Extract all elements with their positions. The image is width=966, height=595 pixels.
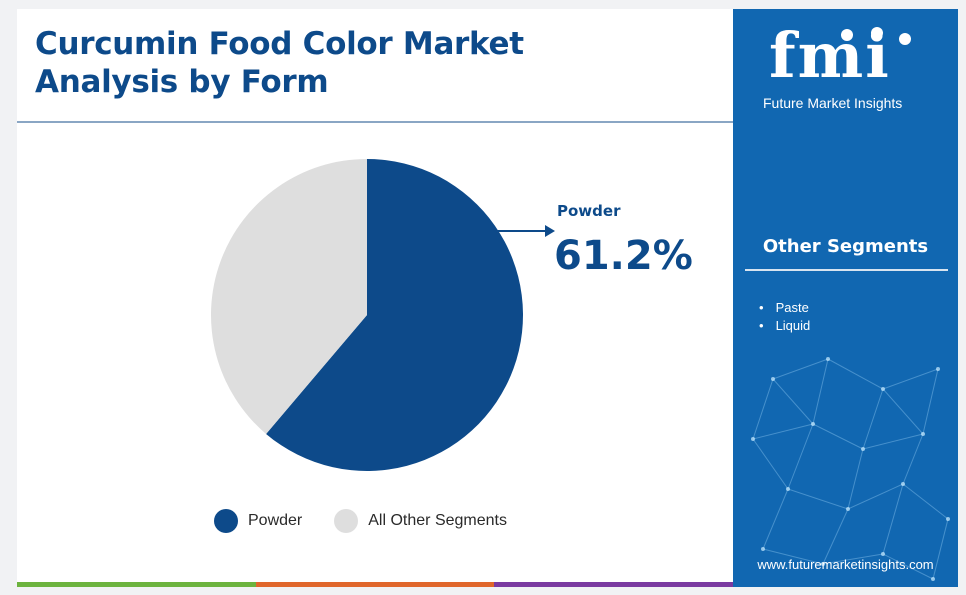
- network-link: [902, 483, 949, 520]
- network-node: [881, 552, 885, 556]
- network-node: [811, 422, 815, 426]
- pie-slice-powder: [266, 159, 523, 471]
- network-link: [752, 378, 774, 440]
- network-link: [787, 423, 814, 490]
- legend-label-other: All Other Segments: [368, 512, 507, 529]
- fmi-logo: fmi Future Market Insights: [733, 23, 958, 113]
- logo-letters: fmi: [769, 19, 891, 92]
- network-node: [786, 487, 790, 491]
- other-segments-title: Other Segments: [762, 236, 929, 257]
- title-divider: [17, 121, 733, 123]
- network-node: [936, 367, 940, 371]
- legend-item-other: All Other Segments: [334, 509, 507, 533]
- network-link: [862, 388, 884, 450]
- bottom-bar-green: [17, 582, 256, 587]
- network-link: [882, 483, 904, 555]
- legend-item-powder: Powder: [214, 509, 302, 533]
- callout-label: Powder: [557, 202, 621, 220]
- network-link: [882, 368, 939, 390]
- pie-slice-all-other-segments: [210, 159, 367, 434]
- legend-swatch-powder: [214, 509, 238, 533]
- network-node: [861, 447, 865, 451]
- infographic-card: Curcumin Food Color Market Analysis by F…: [17, 9, 958, 587]
- network-node: [751, 437, 755, 441]
- network-link: [762, 548, 824, 565]
- network-link: [762, 488, 789, 550]
- network-link: [882, 553, 934, 580]
- network-node: [881, 387, 885, 391]
- network-link: [812, 423, 864, 450]
- chart-legend: Powder All Other Segments: [214, 509, 539, 533]
- network-pattern-graphic: [751, 357, 950, 581]
- network-node: [821, 562, 825, 566]
- network-link: [932, 518, 949, 580]
- chart-title: Curcumin Food Color Market Analysis by F…: [35, 26, 524, 100]
- network-node: [761, 547, 765, 551]
- sidebar-panel: fmi Future Market Insights Other Segment…: [733, 9, 958, 587]
- network-node: [901, 482, 905, 486]
- bottom-bar-purple: [494, 582, 734, 587]
- logo-subtitle: Future Market Insights: [763, 95, 903, 111]
- network-link: [752, 423, 814, 440]
- network-link: [772, 378, 814, 425]
- pie-chart: [210, 159, 555, 471]
- network-link: [772, 358, 829, 380]
- website-url: www.futuremarketinsights.com: [757, 557, 934, 572]
- chart-panel: Curcumin Food Color Market Analysis by F…: [17, 9, 734, 587]
- network-node: [931, 577, 935, 581]
- logo-globe-icon: [841, 29, 853, 41]
- callout-arrow-head: [545, 225, 555, 237]
- logo-globe-icon: [899, 33, 911, 45]
- network-link: [822, 508, 849, 565]
- legend-swatch-other: [334, 509, 359, 533]
- list-item: Paste: [759, 299, 810, 317]
- network-link: [812, 358, 829, 425]
- bottom-bar-orange: [255, 582, 495, 587]
- network-node: [826, 357, 830, 361]
- other-segments-divider: [745, 269, 948, 271]
- callout-value: 61.2%: [554, 233, 693, 279]
- logo-globe-icon: [871, 27, 883, 39]
- network-link: [752, 438, 789, 490]
- network-link: [882, 388, 924, 435]
- network-node: [846, 507, 850, 511]
- legend-label-powder: Powder: [248, 512, 303, 529]
- network-link: [827, 358, 884, 390]
- network-node: [921, 432, 925, 436]
- network-link: [787, 488, 849, 510]
- network-node: [771, 377, 775, 381]
- other-segments-list: Paste Liquid: [759, 299, 811, 335]
- list-item: Liquid: [759, 317, 811, 335]
- network-link: [822, 553, 884, 565]
- network-link: [902, 433, 924, 485]
- network-node: [946, 517, 950, 521]
- network-link: [847, 448, 864, 510]
- bottom-color-bar: [17, 582, 734, 587]
- network-link: [922, 368, 939, 435]
- network-link: [862, 433, 924, 450]
- network-link: [847, 483, 904, 510]
